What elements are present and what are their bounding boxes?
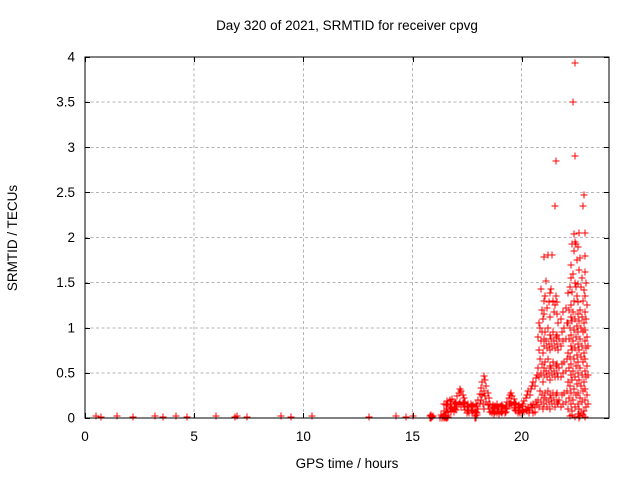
y-tick-label: 0 xyxy=(67,411,75,426)
y-tick-label: 0.5 xyxy=(56,365,75,380)
x-tick-label: 10 xyxy=(296,429,311,444)
y-tick-label: 2 xyxy=(67,230,75,245)
plot-border xyxy=(84,56,610,419)
y-tick-label: 2.5 xyxy=(56,185,75,200)
grid-lines xyxy=(85,57,609,418)
x-tick-label: 5 xyxy=(190,429,198,444)
x-tick-label: 20 xyxy=(514,429,529,444)
x-tick-label: 15 xyxy=(405,429,420,444)
y-axis-label: SRMTID / TECUs xyxy=(5,185,20,292)
x-axis-label: GPS time / hours xyxy=(296,456,399,471)
y-tick-label: 1.5 xyxy=(56,275,75,290)
y-tick-label: 4 xyxy=(67,50,75,65)
scatter-points xyxy=(92,59,592,422)
y-tick-label: 3 xyxy=(67,140,75,155)
scatter-plus-markers xyxy=(92,59,592,422)
chart-title: Day 320 of 2021, SRMTID for receiver cpv… xyxy=(216,18,478,33)
x-tick-labels: 0 5 10 15 20 xyxy=(81,429,529,444)
x-tick-label: 0 xyxy=(81,429,89,444)
y-tick-label: 3.5 xyxy=(56,95,75,110)
y-tick-labels: 0 0.5 1 1.5 2 2.5 3 3.5 4 xyxy=(56,50,75,426)
y-tick-label: 1 xyxy=(67,320,75,335)
